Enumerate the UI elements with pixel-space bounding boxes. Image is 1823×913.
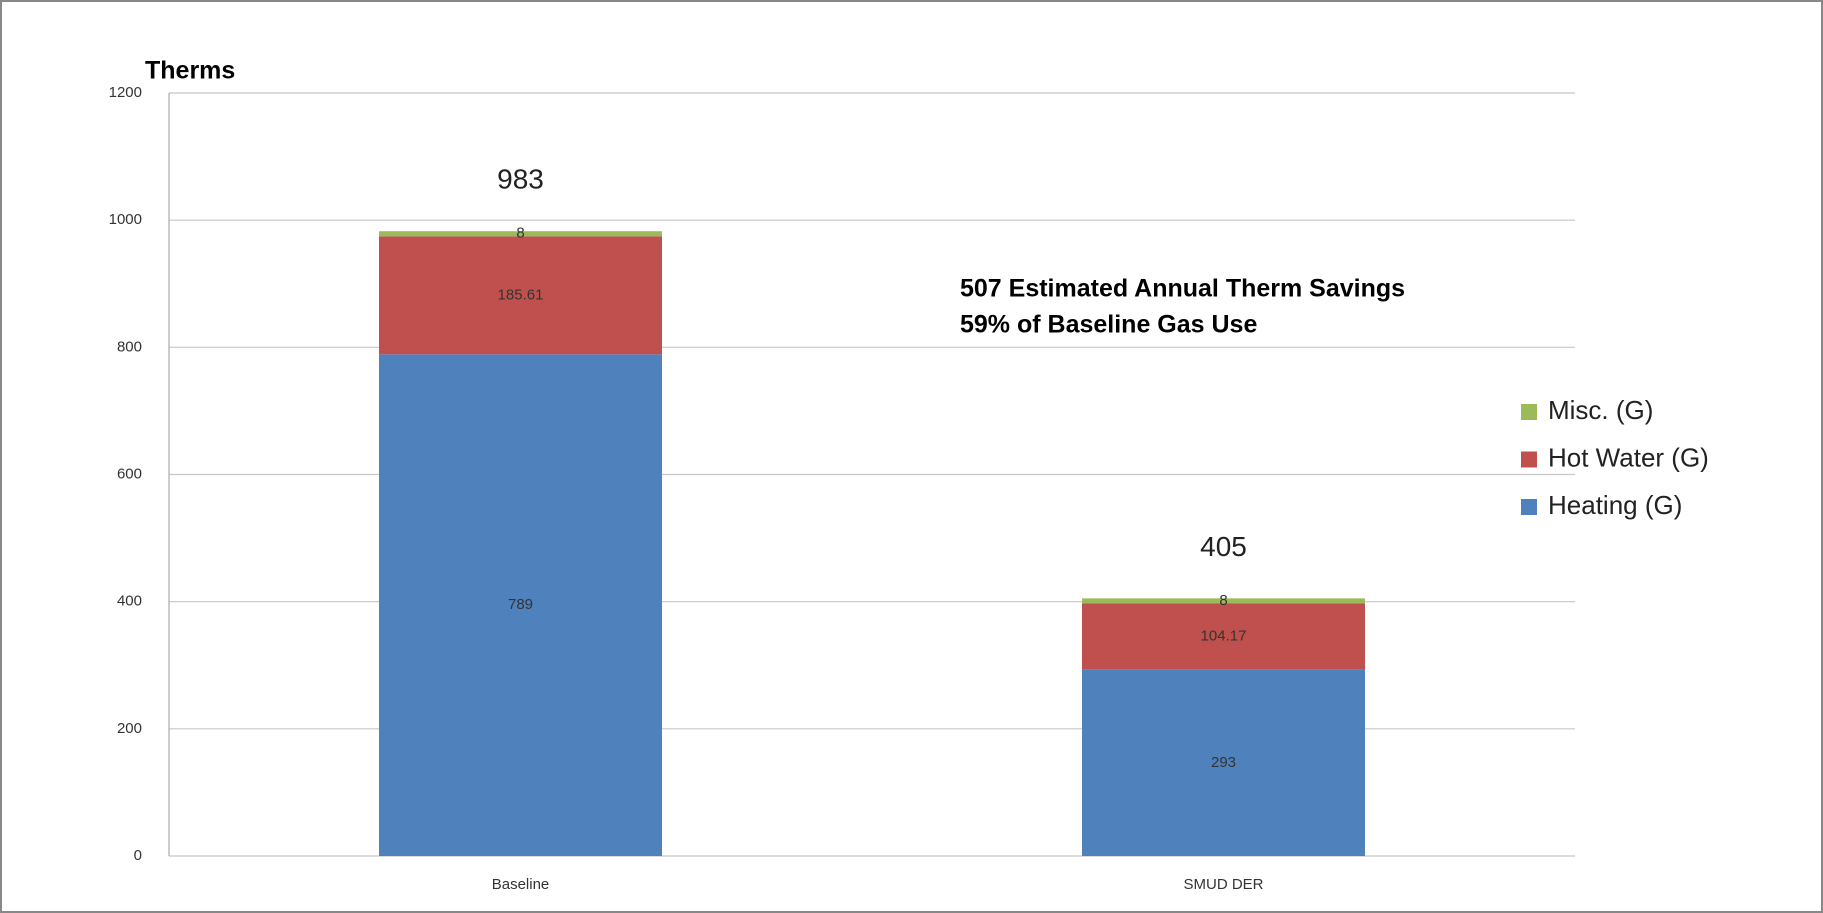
bar-segment	[379, 236, 662, 355]
annotation: 59% of Baseline Gas Use	[960, 311, 1257, 339]
y-tick-label: 1200	[109, 84, 142, 101]
legend-label: Hot Water (G)	[1548, 442, 1709, 472]
legend-label: Misc. (G)	[1548, 395, 1653, 425]
y-axis-label: Therms	[145, 57, 235, 85]
y-tick-label: 200	[117, 720, 142, 737]
y-tick-label: 600	[117, 465, 142, 482]
bar-segment	[1082, 598, 1365, 604]
bar-segment	[1082, 669, 1365, 856]
legend-swatch	[1521, 451, 1537, 468]
legend-swatch	[1521, 499, 1537, 515]
data-label: 293	[1211, 754, 1236, 771]
data-label: 104.17	[1201, 628, 1247, 645]
y-tick-label: 800	[117, 338, 142, 355]
y-tick-label: 400	[117, 593, 142, 610]
bar-segment	[379, 354, 662, 856]
x-tick-label: SMUD DER	[1183, 876, 1263, 893]
annotation: 507 Estimated Annual Therm Savings	[960, 275, 1405, 303]
total-label: 983	[497, 164, 544, 195]
legend-swatch	[1521, 404, 1537, 420]
total-label: 405	[1200, 531, 1247, 562]
bar-segment	[1082, 603, 1365, 670]
bar-segment	[379, 231, 662, 237]
data-label: 789	[508, 596, 533, 613]
x-tick-label: Baseline	[492, 876, 550, 893]
data-label: 185.61	[498, 286, 544, 303]
y-tick-label: 1000	[109, 211, 142, 228]
data-label: 8	[516, 225, 524, 242]
data-label: 8	[1219, 592, 1227, 609]
y-tick-label: 0	[134, 847, 142, 864]
legend-label: Heating (G)	[1548, 490, 1682, 520]
